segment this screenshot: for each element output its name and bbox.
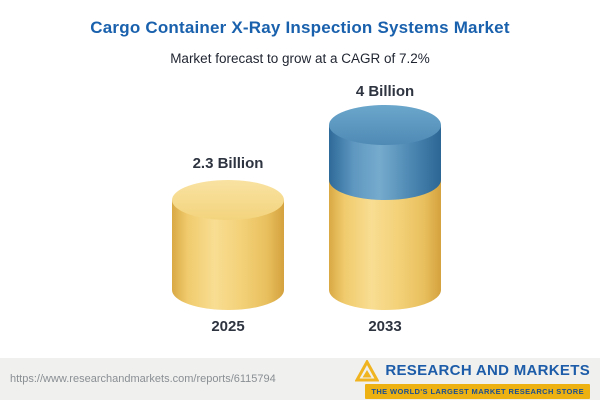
pyramid-logo-icon [355,359,380,382]
brand-logo: RESEARCH AND MARKETS THE WORLD'S LARGEST… [355,359,590,399]
chart-title: Cargo Container X-Ray Inspection Systems… [90,18,510,37]
bar-2033-top [329,105,441,145]
brand-row: RESEARCH AND MARKETS [355,359,590,382]
bar-2033 [329,105,441,345]
axis-label-2025: 2025 [211,318,245,335]
bar-2025-top [172,180,284,220]
chart-subtitle: Market forecast to grow at a CAGR of 7.2… [170,51,430,66]
bar-value-2025: 2.3 Billion [192,155,264,172]
bar-value-2033: 4 Billion [355,83,415,100]
bar-2025 [172,180,284,400]
brand-tagline: THE WORLD'S LARGEST MARKET RESEARCH STOR… [365,383,590,399]
axis-label-2033: 2033 [368,318,402,335]
bar-2033-yellow-segment [329,180,441,310]
source-url[interactable]: https://www.researchandmarkets.com/repor… [10,373,276,385]
chart-area: 2.3 Billion 2025 4 Billion 2033 [0,75,600,345]
footer-bar: https://www.researchandmarkets.com/repor… [0,358,600,400]
brand-name: RESEARCH AND MARKETS [385,362,590,379]
